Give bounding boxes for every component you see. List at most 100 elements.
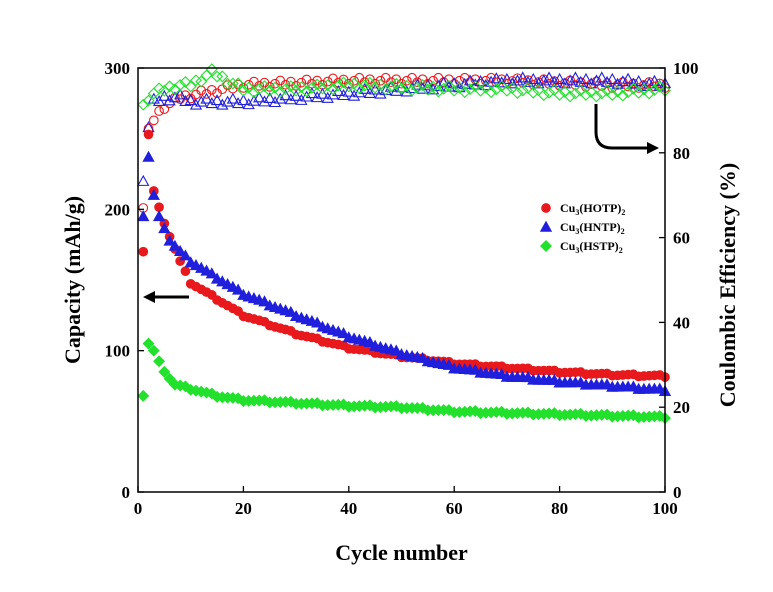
- efficiency-point: [216, 70, 229, 83]
- y-tick-label: 300: [105, 59, 131, 78]
- efficiency-point: [353, 86, 366, 98]
- efficiency-point: [189, 98, 203, 110]
- axis-arrows: [143, 104, 659, 303]
- y2-tick-label: 0: [673, 483, 682, 502]
- efficiency-point: [380, 72, 391, 83]
- efficiency-point: [305, 81, 318, 94]
- efficiency-point: [326, 88, 340, 100]
- efficiency-point: [253, 91, 266, 103]
- efficiency-point: [649, 81, 660, 92]
- capacity-point: [337, 327, 350, 339]
- efficiency-point: [500, 84, 513, 97]
- efficiency-point: [349, 75, 359, 86]
- capacity-point: [158, 222, 171, 234]
- efficiency-point: [527, 86, 540, 99]
- efficiency-point: [606, 72, 619, 84]
- efficiency-point: [254, 80, 265, 91]
- efficiency-point: [379, 83, 392, 96]
- capacity-point: [442, 358, 456, 370]
- efficiency-point: [401, 75, 412, 86]
- efficiency-point: [226, 92, 239, 104]
- efficiency-point: [195, 75, 208, 88]
- capacity-point: [147, 344, 160, 357]
- efficiency-point: [395, 82, 408, 95]
- efficiency-point: [611, 77, 624, 89]
- efficiency-point: [205, 97, 218, 109]
- x-tick-label: 0: [134, 499, 143, 518]
- efficiency-point: [579, 72, 593, 84]
- x-tick-label: 40: [340, 499, 357, 518]
- efficiency-point: [243, 79, 254, 90]
- efficiency-point: [369, 83, 382, 95]
- efficiency-point: [263, 91, 276, 104]
- y-tick-label: 200: [105, 200, 131, 219]
- y2-tick-label: 20: [673, 398, 690, 417]
- efficiency-point: [270, 78, 280, 89]
- efficiency-point: [553, 72, 566, 84]
- x-tick-label: 100: [652, 499, 678, 518]
- efficiency-point: [622, 86, 635, 99]
- efficiency-point: [337, 76, 350, 89]
- efficiency-point: [221, 77, 234, 90]
- efficiency-point: [305, 87, 319, 99]
- y-tick-label: 100: [105, 342, 131, 361]
- efficiency-point: [469, 80, 482, 93]
- capacity-point: [179, 249, 192, 261]
- capacity-point: [174, 244, 187, 256]
- efficiency-point: [247, 86, 260, 99]
- efficiency-point: [516, 71, 529, 83]
- capacity-point: [311, 316, 324, 328]
- efficiency-point: [163, 80, 176, 93]
- efficiency-point: [521, 75, 535, 87]
- efficiency-point: [237, 94, 250, 106]
- efficiency-point: [370, 78, 381, 89]
- efficiency-point: [459, 72, 470, 83]
- efficiency-point: [623, 81, 633, 92]
- efficiency-point: [375, 75, 386, 86]
- efficiency-point: [332, 84, 345, 97]
- efficiency-point: [412, 77, 423, 88]
- efficiency-point: [274, 92, 287, 104]
- efficiency-point: [137, 174, 150, 186]
- capacity-point: [180, 266, 191, 277]
- x-tick-label: 80: [551, 499, 568, 518]
- efficiency-point: [359, 77, 370, 88]
- efficiency-point: [543, 86, 556, 99]
- efficiency-point: [632, 86, 645, 99]
- efficiency-point: [353, 82, 366, 95]
- efficiency-point: [532, 77, 545, 89]
- efficiency-point: [180, 90, 191, 100]
- efficiency-point: [590, 90, 603, 103]
- legend-marker: [541, 203, 551, 213]
- efficiency-point: [627, 82, 640, 95]
- efficiency-point: [564, 74, 577, 86]
- efficiency-point: [548, 75, 561, 87]
- efficiency-point: [506, 77, 519, 89]
- markers-layer: [137, 63, 672, 425]
- efficiency-point: [386, 77, 396, 88]
- efficiency-point: [511, 87, 524, 99]
- capacity-point: [142, 337, 155, 350]
- efficiency-point: [421, 83, 434, 96]
- efficiency-point: [247, 94, 261, 106]
- efficiency-point: [174, 78, 187, 91]
- efficiency-point: [574, 84, 587, 97]
- efficiency-point: [632, 75, 645, 87]
- efficiency-point: [527, 72, 540, 84]
- efficiency-point: [601, 84, 614, 97]
- efficiency-point: [316, 87, 329, 99]
- capacity-point: [152, 210, 166, 222]
- legend-marker: [540, 240, 552, 252]
- efficiency-point: [221, 95, 234, 107]
- efficiency-point: [253, 83, 266, 96]
- efficiency-point: [216, 98, 229, 110]
- efficiency-point: [142, 94, 155, 107]
- efficiency-point: [627, 77, 640, 89]
- efficiency-point: [311, 91, 324, 103]
- axis-labels: Cycle number Capacity (mAh/g) Coulombic Ef…: [60, 163, 740, 565]
- efficiency-point: [242, 98, 255, 110]
- x-tick-label: 60: [446, 499, 463, 518]
- efficiency-point: [437, 76, 450, 88]
- efficiency-point: [300, 90, 313, 102]
- capacity-point: [416, 351, 429, 363]
